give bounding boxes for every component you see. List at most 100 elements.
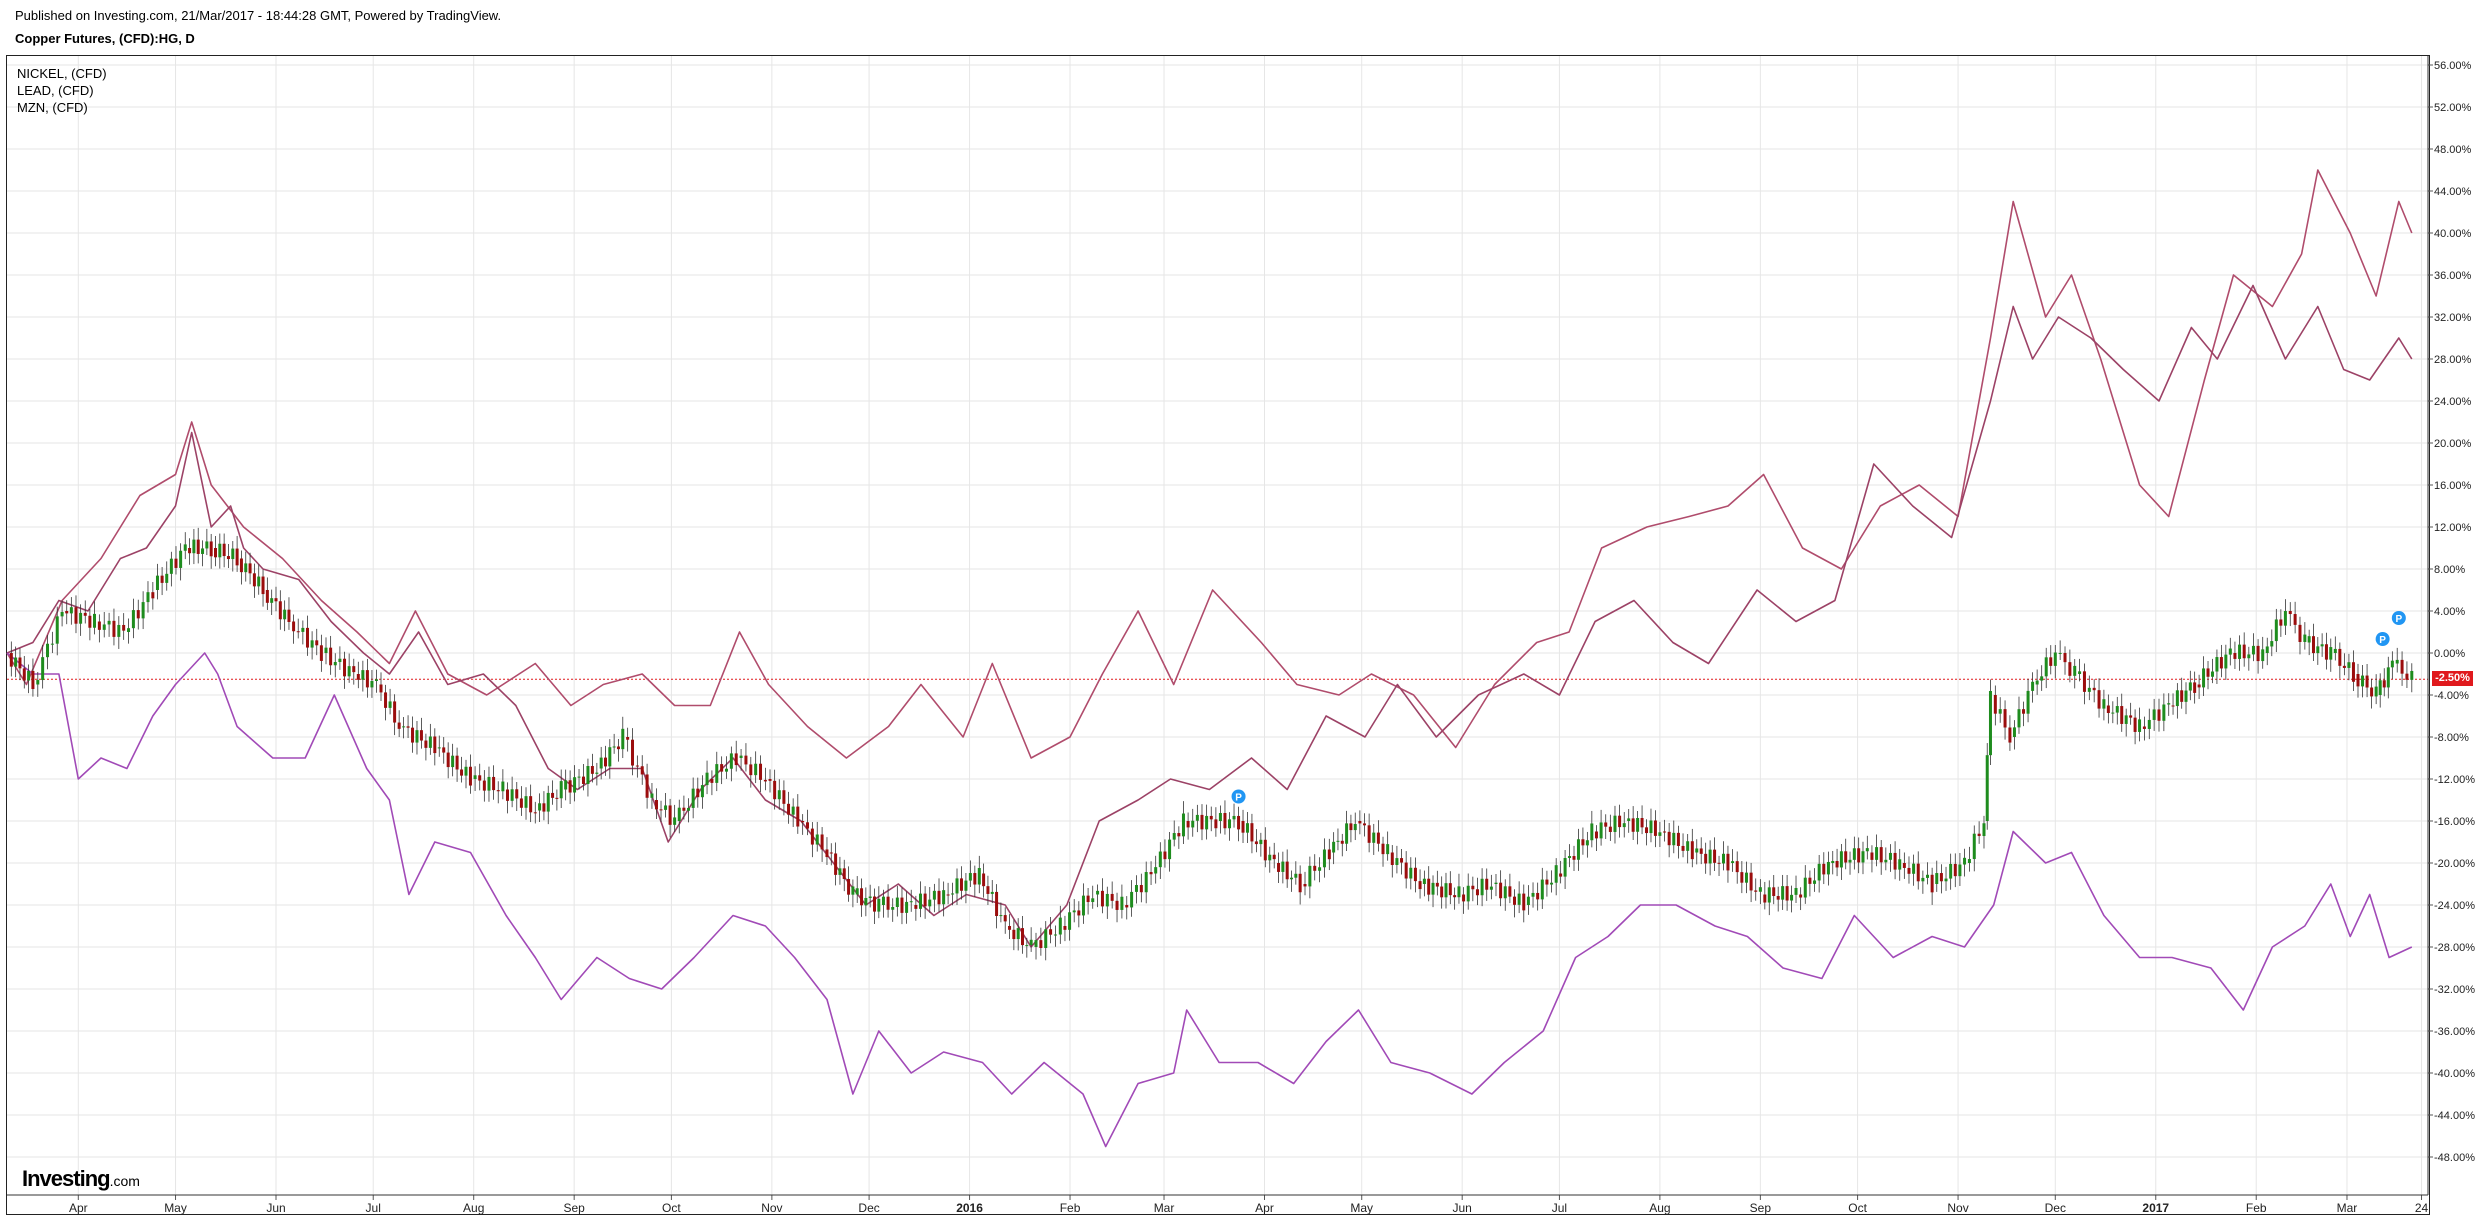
candle-body [1963, 857, 1967, 865]
x-tick-label: Dec [2045, 1201, 2066, 1215]
candle-body [1758, 887, 1762, 892]
candle-body [1034, 940, 1038, 947]
candle-body [50, 643, 54, 645]
symbol-title: Copper Futures, (CFD):HG, D [15, 31, 195, 46]
candle-body [287, 609, 291, 622]
candle-body [384, 692, 388, 708]
candle-body [1517, 893, 1521, 905]
candle-body [1313, 865, 1317, 871]
candle-body [2316, 646, 2320, 654]
candle-body [847, 878, 851, 895]
logo-suffix: .com [109, 1173, 140, 1189]
candle-body [2382, 680, 2386, 688]
candle-body [1581, 839, 1585, 846]
candle-body [424, 740, 428, 748]
candle-body [1259, 839, 1263, 845]
candle-body [2147, 719, 2151, 729]
candle-body [1835, 860, 1839, 868]
candle-body [1186, 821, 1190, 828]
x-tick-label: Sep [1750, 1201, 1772, 1215]
candle-body [744, 755, 748, 765]
candle-body [464, 766, 468, 776]
candle-layer [9, 527, 2414, 961]
legend-item-lead[interactable]: LEAD, (CFD) [17, 83, 94, 98]
candle-body [1949, 863, 1953, 879]
candle-body [1681, 845, 1685, 851]
candle-body [1813, 880, 1817, 884]
candle-body [2138, 719, 2142, 732]
candle-body [1395, 858, 1399, 865]
candle-body [1898, 859, 1902, 870]
candle-body [2247, 654, 2251, 659]
candle-body [932, 890, 936, 900]
legend-item-nickel[interactable]: NICKEL, (CFD) [17, 66, 107, 81]
candle-body [1003, 915, 1007, 922]
legend-item-mzn[interactable]: MZN, (CFD) [17, 100, 88, 115]
candle-body [165, 573, 169, 583]
candle-body [1726, 853, 1730, 871]
candle-body [2175, 690, 2179, 707]
candle-body [955, 878, 959, 894]
candle-body [1105, 893, 1109, 907]
candle-body [616, 746, 620, 750]
candle-body [2265, 646, 2269, 653]
candle-body [1367, 825, 1371, 843]
candle-body [2120, 706, 2124, 724]
candle-body [1294, 873, 1298, 878]
candle-body [2298, 624, 2302, 642]
candle-body [1205, 815, 1209, 830]
candle-body [705, 772, 709, 786]
event-marker [2375, 632, 2390, 646]
current-value-tag: -2.50% [2432, 671, 2473, 686]
candle-body [2193, 682, 2197, 693]
candle-body [1149, 872, 1153, 875]
candle-body [1390, 852, 1394, 865]
candle-body [244, 563, 248, 573]
y-tick-label: -40.00% [2434, 1068, 2475, 1080]
candle-body [654, 800, 658, 810]
candle-body [487, 776, 491, 791]
candle-body [825, 849, 829, 858]
candle-body [31, 670, 35, 690]
candle-body [1466, 885, 1470, 902]
candle-body [868, 896, 872, 899]
candle-body [1053, 934, 1057, 936]
x-tick-label: Dec [858, 1201, 879, 1215]
candle-body [27, 670, 31, 681]
candle-body [1870, 852, 1874, 860]
candle-body [1386, 844, 1390, 855]
candle-body [1191, 820, 1195, 828]
candle-body [1653, 820, 1657, 836]
candle-body [1435, 882, 1439, 887]
candle-body [599, 757, 603, 769]
candle-body [677, 807, 681, 821]
candle-body [895, 897, 899, 908]
candle-body [1272, 854, 1276, 860]
candle-body [923, 893, 927, 907]
candle-body [1977, 833, 1981, 837]
candle-body [542, 803, 546, 812]
candle-body [319, 645, 323, 661]
x-tick-label: 24 [2415, 1201, 2429, 1215]
candle-body [2206, 668, 2210, 677]
candle-body [1353, 824, 1357, 831]
candle-body [2053, 652, 2057, 666]
candle-body [1241, 821, 1245, 833]
candle-body [810, 828, 814, 845]
y-tick-label: 4.00% [2434, 606, 2465, 618]
candle-body [1627, 818, 1631, 821]
candle-body [93, 613, 97, 628]
candle-body [1695, 848, 1699, 853]
candle-body [1268, 854, 1272, 861]
candle-body [1012, 929, 1016, 940]
candle-body [1776, 896, 1780, 900]
candle-body [1209, 815, 1213, 820]
candle-body [261, 576, 265, 595]
candle-body [1462, 894, 1466, 902]
candle-body [1622, 823, 1626, 828]
candle-body [1177, 833, 1181, 837]
y-tick-label: -4.00% [2434, 690, 2469, 702]
candle-body [2320, 644, 2324, 647]
candle-body [338, 658, 342, 663]
